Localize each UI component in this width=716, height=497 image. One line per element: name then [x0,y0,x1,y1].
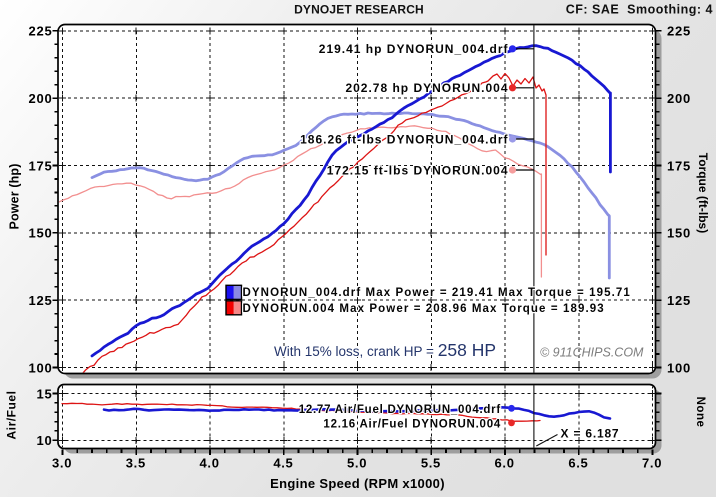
svg-text:10: 10 [37,433,53,448]
svg-text:100: 100 [667,360,691,375]
svg-text:175: 175 [29,158,53,173]
svg-text:CF: SAE Smoothing: 4: CF: SAE Smoothing: 4 [566,3,713,17]
svg-text:175: 175 [667,158,691,173]
svg-text:Engine Speed (RPM x1000): Engine Speed (RPM x1000) [270,476,445,491]
svg-text:Air/Fuel: Air/Fuel [5,390,19,439]
svg-text:200: 200 [667,91,691,106]
svg-text:Torque (ft-lbs): Torque (ft-lbs) [696,153,710,233]
svg-text:6.5: 6.5 [568,455,588,470]
svg-text:12.16 Air/Fuel DYNORUN.004: 12.16 Air/Fuel DYNORUN.004 [323,418,501,430]
svg-text:None: None [694,397,706,428]
svg-text:With 15% loss, crank HP = 258: With 15% loss, crank HP = 258 HP [274,340,496,360]
svg-text:12.77 Air/Fuel DYNORUN_004.drf: 12.77 Air/Fuel DYNORUN_004.drf [299,404,501,416]
svg-text:125: 125 [667,293,691,308]
svg-text:125: 125 [29,293,53,308]
svg-text:200: 200 [29,91,53,106]
svg-text:© 911CHIPS.COM: © 911CHIPS.COM [540,346,644,360]
svg-text:Power (hp): Power (hp) [7,163,21,229]
svg-text:100: 100 [29,360,53,375]
svg-text:5.0: 5.0 [347,455,367,470]
svg-text:202.78 hp DYNORUN.004: 202.78 hp DYNORUN.004 [345,81,508,95]
svg-text:186.26 ft-lbs DYNORUN_004.drf: 186.26 ft-lbs DYNORUN_004.drf [300,132,508,146]
svg-text:172.15 ft-lbs DYNORUN.004: 172.15 ft-lbs DYNORUN.004 [327,163,509,177]
svg-text:225: 225 [29,24,53,39]
svg-text:X = 6.187: X = 6.187 [561,426,620,440]
svg-text:4.0: 4.0 [200,455,220,470]
svg-text:5.5: 5.5 [421,455,441,470]
svg-text:219.41 hp DYNORUN_004.drf: 219.41 hp DYNORUN_004.drf [319,42,509,56]
svg-text:225: 225 [667,24,691,39]
svg-text:15: 15 [37,386,53,401]
svg-text:4.5: 4.5 [273,455,293,470]
svg-text:150: 150 [29,226,53,241]
svg-text:DYNORUN.004 Max Power = 208.96: DYNORUN.004 Max Power = 208.96 Max Torqu… [243,303,605,315]
svg-text:DYNOJET RESEARCH: DYNOJET RESEARCH [294,3,424,17]
svg-text:3.5: 3.5 [126,455,146,470]
svg-text:150: 150 [667,226,691,241]
svg-text:DYNORUN_004.drf Max Power = 21: DYNORUN_004.drf Max Power = 219.41 Max T… [243,287,631,299]
svg-text:6.0: 6.0 [495,455,515,470]
svg-text:3.0: 3.0 [52,455,72,470]
svg-text:7.0: 7.0 [642,455,662,470]
